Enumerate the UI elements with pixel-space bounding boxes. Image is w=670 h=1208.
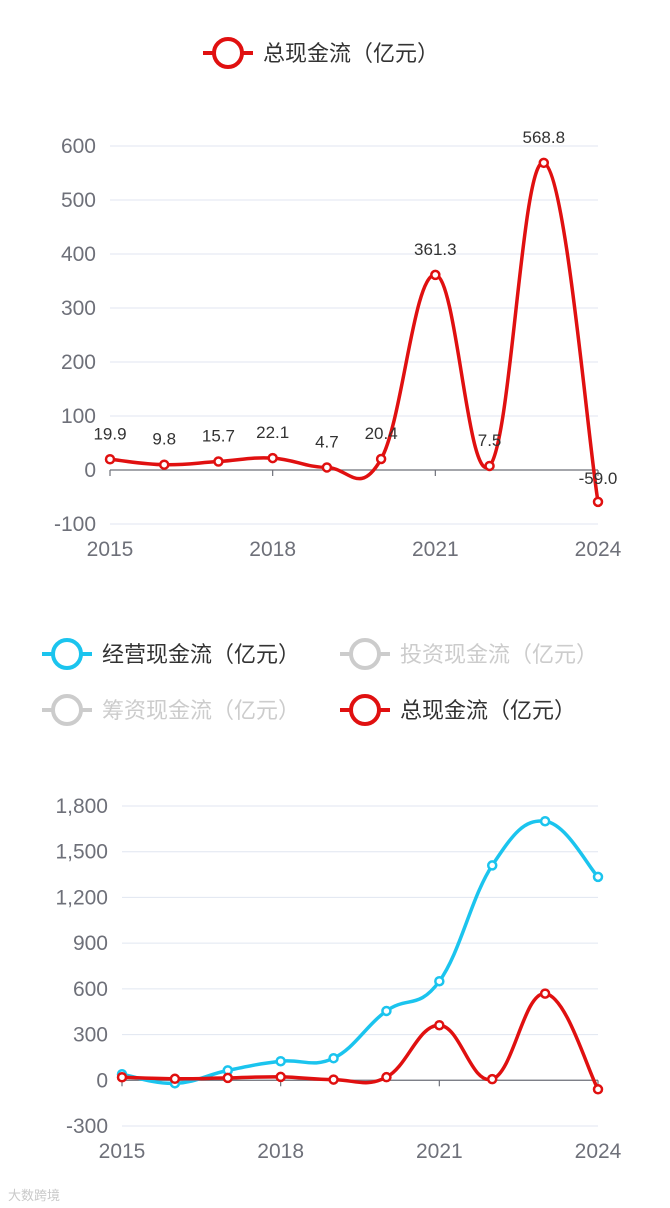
series-line bbox=[121, 819, 600, 1086]
data-point bbox=[592, 871, 604, 883]
y-tick-label: -100 bbox=[54, 513, 96, 536]
legend-marker bbox=[51, 638, 83, 670]
x-axis: 2015 2018 2021 2024 bbox=[87, 469, 622, 561]
x-tick-label: 2018 bbox=[257, 1140, 304, 1163]
data-label: 19.9 bbox=[93, 424, 126, 443]
legend[interactable]: 总现金流（亿元） bbox=[203, 37, 439, 69]
data-point bbox=[328, 1074, 339, 1085]
data-point bbox=[592, 1084, 604, 1095]
x-tick-label: 2015 bbox=[87, 538, 134, 561]
legend-item[interactable]: 筹资现金流（亿元） bbox=[42, 694, 300, 726]
data-point bbox=[222, 1072, 234, 1084]
data-point bbox=[275, 1071, 286, 1083]
legend-item[interactable]: 投资现金流（亿元） bbox=[340, 638, 598, 670]
data-point bbox=[169, 1073, 181, 1085]
y-tick-label: 900 bbox=[73, 932, 108, 955]
y-tick-label: -300 bbox=[66, 1115, 108, 1138]
y-tick-label: 600 bbox=[61, 135, 96, 158]
legend-item[interactable]: 总现金流（亿元） bbox=[203, 37, 439, 69]
data-label: 4.7 bbox=[315, 432, 339, 451]
data-point bbox=[267, 452, 278, 464]
legend-label: 经营现金流（亿元） bbox=[102, 643, 300, 668]
data-point bbox=[158, 459, 170, 470]
data-point bbox=[381, 1005, 392, 1017]
data-label: -59.0 bbox=[579, 469, 618, 488]
data-label: 22.1 bbox=[256, 423, 289, 442]
legend-label: 筹资现金流（亿元） bbox=[102, 699, 300, 724]
data-point bbox=[104, 454, 116, 465]
data-point bbox=[275, 1055, 286, 1067]
y-tick-label: 1,500 bbox=[55, 841, 108, 864]
data-label: 20.4 bbox=[365, 424, 398, 443]
data-point bbox=[539, 815, 551, 827]
y-tick-label: 200 bbox=[61, 351, 96, 374]
data-label: 9.8 bbox=[152, 430, 176, 449]
y-tick-label: 1,800 bbox=[55, 795, 108, 818]
y-tick-label: 1,200 bbox=[55, 886, 108, 909]
legend-marker bbox=[349, 638, 381, 670]
data-point bbox=[484, 460, 495, 472]
data-point bbox=[486, 860, 498, 871]
chart-cash-flow-breakdown: 经营现金流（亿元） 投资现金流（亿元） 筹资现金流（亿元） 总现金流（亿元） -300… bbox=[8, 638, 622, 1204]
x-tick-label: 2021 bbox=[416, 1140, 463, 1163]
y-tick-label: 500 bbox=[61, 189, 96, 212]
data-point bbox=[321, 462, 333, 473]
legend-marker bbox=[51, 694, 83, 726]
data-labels: 19.9 9.8 15.7 22.1 4.7 20.4 361.3 7.5 568.8 -59.0 bbox=[93, 128, 617, 488]
data-point bbox=[430, 269, 441, 281]
legend-item[interactable]: 经营现金流（亿元） bbox=[42, 638, 300, 670]
data-point bbox=[116, 1072, 128, 1083]
watermark-text: 大数跨境 bbox=[8, 1189, 60, 1204]
data-point bbox=[539, 988, 551, 999]
x-tick-label: 2018 bbox=[249, 538, 296, 561]
grid-lines bbox=[110, 145, 598, 525]
series-line bbox=[109, 161, 600, 503]
data-point bbox=[434, 975, 445, 987]
legend[interactable]: 经营现金流（亿元） 投资现金流（亿元） 筹资现金流（亿元） 总现金流（亿元） bbox=[42, 638, 598, 726]
data-label: 568.8 bbox=[523, 128, 566, 147]
legend-label: 投资现金流（亿元） bbox=[400, 643, 598, 668]
y-axis-ticks: -100 0 100 200 300 400 500 600 bbox=[54, 135, 96, 536]
data-point bbox=[592, 496, 604, 508]
x-tick-label: 2021 bbox=[412, 538, 459, 561]
y-tick-label: 300 bbox=[73, 1024, 108, 1047]
y-tick-label: 400 bbox=[61, 243, 96, 266]
data-point bbox=[486, 1073, 498, 1085]
y-tick-label: 0 bbox=[84, 459, 96, 482]
data-point bbox=[538, 157, 550, 169]
x-tick-label: 2024 bbox=[575, 1140, 622, 1163]
y-tick-label: 600 bbox=[73, 978, 108, 1001]
x-axis: 2015 2018 2021 2024 bbox=[99, 1079, 622, 1163]
legend-label: 总现金流（亿元） bbox=[263, 42, 439, 67]
legend-marker bbox=[212, 37, 244, 69]
data-label: 15.7 bbox=[202, 427, 235, 446]
data-point bbox=[434, 1019, 445, 1031]
data-point bbox=[381, 1071, 392, 1083]
y-tick-label: 0 bbox=[96, 1069, 108, 1092]
watermark: 大数跨境 bbox=[8, 1189, 60, 1204]
legend-marker bbox=[349, 694, 381, 726]
data-label: 7.5 bbox=[478, 431, 502, 450]
series bbox=[116, 815, 604, 1095]
x-tick-label: 2015 bbox=[99, 1140, 146, 1163]
legend-item[interactable]: 总现金流（亿元） bbox=[340, 694, 576, 726]
data-point bbox=[375, 453, 387, 465]
data-point bbox=[328, 1052, 339, 1064]
x-tick-label: 2024 bbox=[575, 538, 622, 561]
data-point bbox=[213, 456, 224, 467]
y-tick-label: 300 bbox=[61, 297, 96, 320]
series bbox=[104, 157, 604, 508]
data-label: 361.3 bbox=[414, 240, 457, 259]
series-line bbox=[121, 991, 600, 1091]
y-axis-ticks: -300 0 300 600 900 1,200 1,500 1,800 bbox=[55, 795, 108, 1138]
legend-label: 总现金流（亿元） bbox=[400, 699, 576, 724]
y-tick-label: 100 bbox=[61, 405, 96, 428]
